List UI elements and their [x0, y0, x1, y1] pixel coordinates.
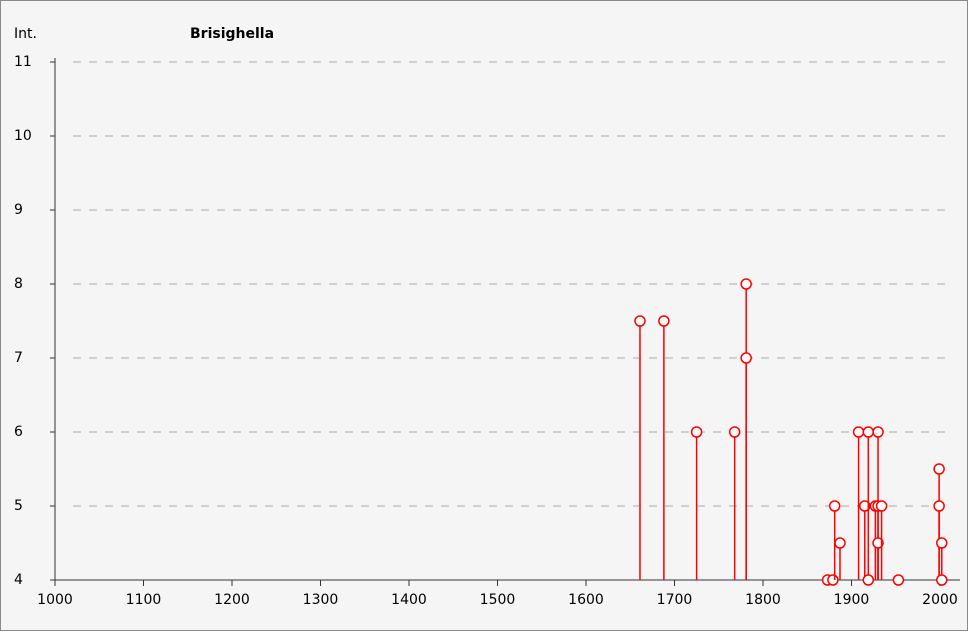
x-tick-label: 1000 [37, 592, 73, 608]
point [933, 463, 945, 475]
point [827, 574, 839, 586]
y-tick-label: 7 [14, 350, 23, 366]
x-tick-label: 1100 [126, 592, 162, 608]
y-tick-label: 6 [14, 424, 23, 440]
point [834, 537, 846, 549]
point [892, 574, 905, 586]
point [933, 500, 945, 512]
y-tick-label: 5 [14, 498, 23, 514]
x-tick-label: 1600 [568, 592, 604, 608]
x-tick-label: 1300 [303, 592, 339, 608]
x-tick-label: 1500 [480, 592, 516, 608]
y-tick-label: 8 [14, 276, 23, 292]
point [875, 500, 888, 512]
point [728, 426, 741, 438]
point [740, 278, 752, 290]
x-tick-label: 1200 [214, 592, 250, 608]
point [862, 426, 875, 438]
point [852, 426, 865, 438]
x-tick-label: 2000 [922, 592, 958, 608]
point [872, 537, 884, 549]
x-tick-label: 1700 [657, 592, 693, 608]
point [872, 426, 884, 438]
y-tick-label: 4 [14, 572, 23, 588]
point [634, 315, 646, 327]
point [862, 574, 875, 586]
y-axis-label: Int. [14, 26, 37, 42]
x-tick-label: 1800 [745, 592, 781, 608]
point [936, 537, 948, 549]
y-tick-label: 9 [14, 202, 23, 218]
y-tick-label: 11 [14, 54, 32, 70]
point [828, 500, 841, 512]
point [690, 426, 703, 438]
chart-title: Brisighella [190, 26, 274, 42]
x-tick-label: 1900 [834, 592, 870, 608]
point [936, 574, 948, 586]
point [658, 315, 670, 327]
y-tick-label: 10 [14, 128, 32, 144]
x-tick-label: 1400 [391, 592, 427, 608]
point [740, 352, 752, 364]
